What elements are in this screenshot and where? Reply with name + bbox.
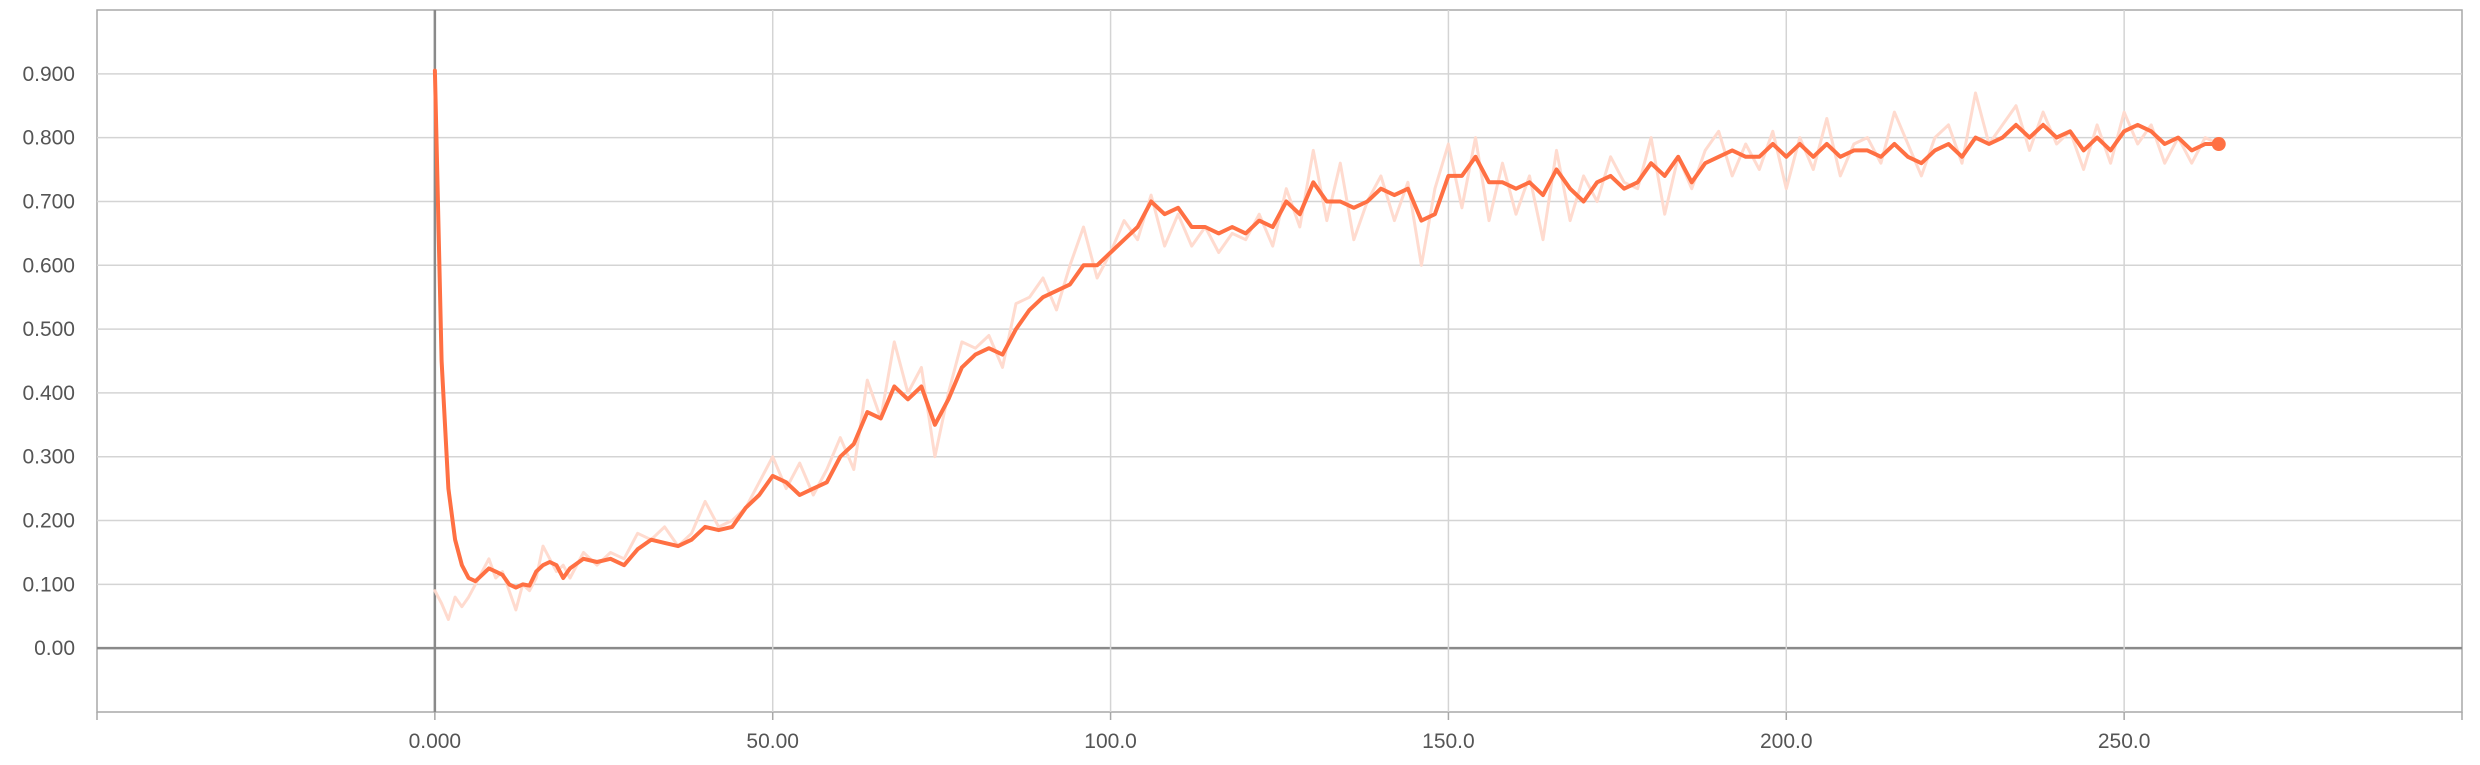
raw-series-line [433, 91, 2221, 621]
x-tick-label: 50.00 [746, 730, 799, 753]
y-tick-label: 0.300 [22, 446, 75, 469]
y-tick-label: 0.100 [22, 573, 75, 596]
y-tick-label: 0.500 [22, 318, 75, 341]
x-tick-label: 150.0 [1422, 730, 1475, 753]
tick-labels-layer: 0.00 0.100 0.200 0.300 0.400 0.500 0.600 0.700 0… [22, 63, 2150, 753]
x-tick-label: 250.0 [2098, 730, 2151, 753]
y-tick-label: 0.800 [22, 127, 75, 150]
y-tick-label: 0.00 [34, 637, 75, 660]
x-tick-label: 200.0 [1760, 730, 1813, 753]
smoothed-series-line [432, 68, 2221, 590]
x-tick-label: 100.0 [1084, 730, 1137, 753]
y-tick-label: 0.700 [22, 190, 75, 213]
x-tick-label: 0.000 [409, 730, 462, 753]
series-end-point [2211, 137, 2226, 152]
y-tick-label: 0.900 [22, 63, 75, 86]
grid-layer [96, 9, 2463, 720]
y-tick-label: 0.400 [22, 382, 75, 405]
y-tick-label: 0.200 [22, 510, 75, 533]
y-tick-label: 0.600 [22, 254, 75, 277]
series-layer [432, 68, 2226, 621]
plot-frame [96, 9, 2463, 713]
